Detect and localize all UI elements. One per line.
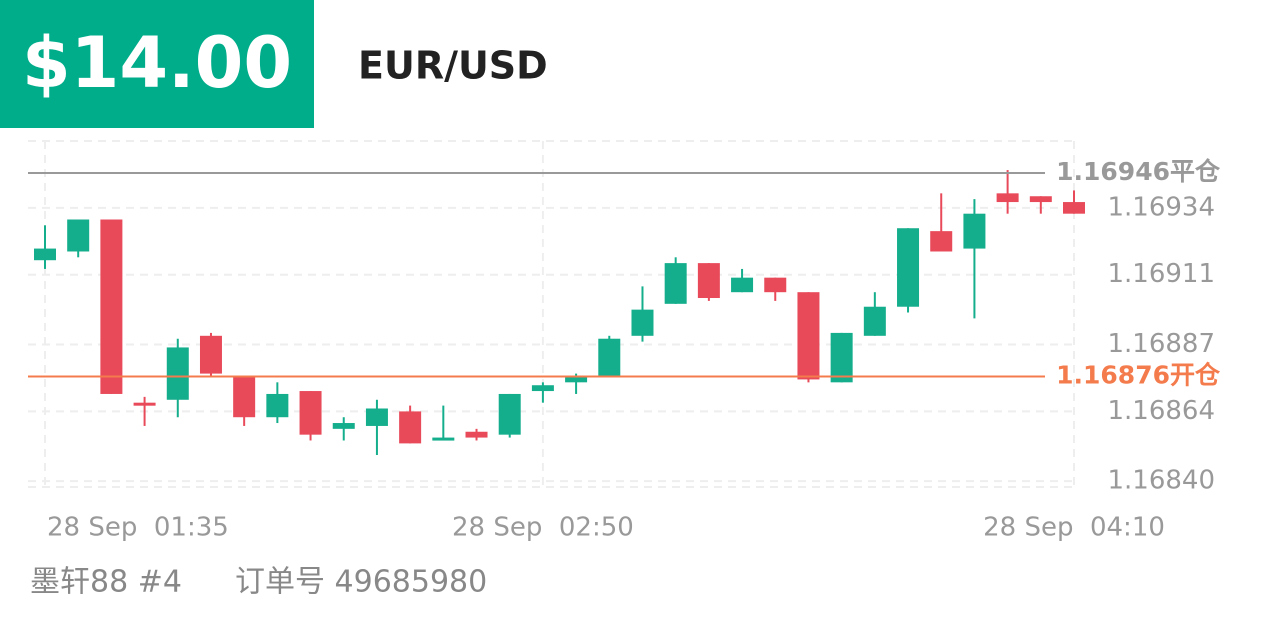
candle-body: [963, 213, 986, 249]
candle-body: [631, 309, 654, 336]
candle-body: [399, 411, 422, 444]
candle-body: [565, 376, 588, 383]
y-tick-label: 1.16911: [1107, 259, 1215, 289]
candle-body: [465, 431, 488, 438]
candle-body: [531, 385, 554, 392]
candle-body: [697, 263, 720, 299]
reference-label: 1.16876开仓: [1056, 361, 1221, 390]
candle-body: [34, 248, 56, 261]
candle-body: [266, 393, 289, 418]
candle-body: [996, 193, 1019, 203]
order-number: 订单号 49685980: [235, 565, 487, 600]
y-tick-label: 1.16887: [1107, 329, 1215, 359]
candle-body: [664, 263, 687, 304]
y-tick-label: 1.16840: [1107, 466, 1215, 496]
amount-box: [0, 0, 314, 128]
candle-body: [830, 332, 853, 383]
x-tick-label: 28 Sep 02:50: [452, 513, 634, 543]
candle-body: [797, 292, 820, 380]
candle-body: [199, 335, 222, 374]
candle-body: [930, 231, 953, 252]
x-tick-label: 28 Sep 04:10: [983, 513, 1165, 543]
candle-body: [498, 393, 521, 435]
candle-body: [67, 219, 90, 252]
candle-body: [100, 219, 123, 394]
account: 墨轩88 #4: [30, 565, 182, 600]
candle-body: [1063, 202, 1085, 214]
candle-body: [863, 306, 886, 336]
candle-body: [233, 376, 256, 418]
reference-label: 1.16946平仓: [1056, 157, 1221, 186]
candle-body: [166, 347, 189, 400]
candle-body: [1029, 196, 1052, 203]
candle-body: [432, 437, 455, 441]
candle-body: [598, 338, 621, 377]
candle-body: [299, 391, 322, 435]
y-tick-label: 1.16934: [1107, 192, 1215, 222]
x-tick-label: 28 Sep 01:35: [47, 513, 229, 543]
candle-body: [731, 277, 754, 293]
candle-body: [897, 228, 920, 307]
y-tick-label: 1.16864: [1107, 396, 1215, 426]
candle-body: [365, 408, 388, 426]
amount: $14.00: [22, 22, 292, 104]
symbol: EUR/USD: [358, 44, 548, 88]
candle-body: [764, 277, 787, 293]
candle-body: [133, 402, 156, 406]
candle-body: [332, 423, 355, 429]
